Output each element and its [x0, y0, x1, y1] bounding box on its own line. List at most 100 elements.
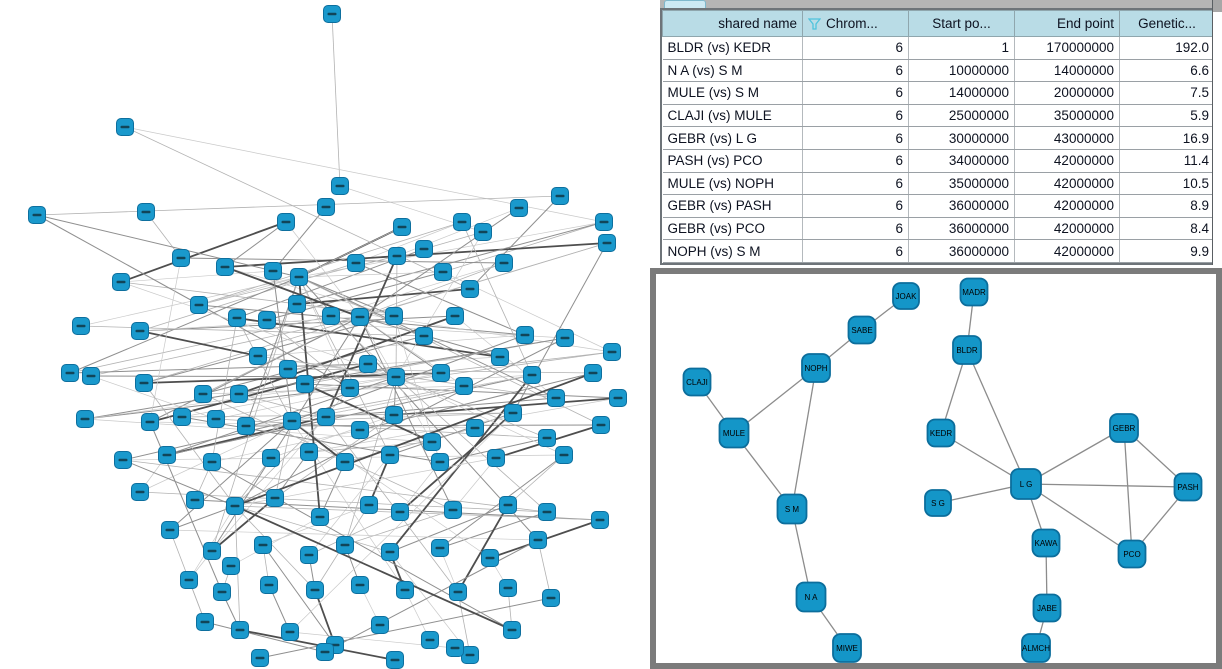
graph-edge: [324, 539, 539, 653]
node-label-smudge: [392, 254, 402, 258]
graph-node-joak[interactable]: [892, 282, 920, 310]
table-row[interactable]: PASH (vs) PCO 6 34000000 42000000 11.4: [662, 149, 1215, 173]
table-tab[interactable]: [664, 0, 706, 8]
column-header-start-po-[interactable]: Start po...: [908, 10, 1015, 37]
graph-node-almch[interactable]: [1021, 633, 1051, 663]
node-label-smudge: [118, 458, 128, 462]
graph-node-s-m[interactable]: [776, 493, 808, 525]
node-label-smudge: [32, 213, 42, 217]
node-label-smudge: [315, 515, 325, 519]
detail-network-panel: JOAK SABE NOPH CLAJI MULE S M N A MIWE MADR BLDR K…: [650, 268, 1222, 669]
graph-edge: [457, 591, 471, 656]
node-label-smudge: [397, 225, 407, 229]
node-label: N A: [805, 593, 819, 602]
column-header-end-point[interactable]: End point: [1014, 10, 1120, 37]
graph-edge: [234, 416, 327, 507]
table-cell: 42000000: [1014, 239, 1120, 263]
graph-node-s-g[interactable]: [924, 489, 952, 517]
table-scrollbar-strip[interactable]: [1212, 0, 1222, 265]
node-label-smudge: [241, 424, 251, 428]
column-header-shared-name[interactable]: shared name: [662, 10, 803, 37]
graph-node-kawa[interactable]: [1031, 528, 1061, 558]
table-row[interactable]: N A (vs) S M 6 10000000 14000000 6.6: [662, 59, 1215, 83]
graph-node-bldr[interactable]: [952, 335, 982, 365]
graph-edge: [215, 418, 548, 439]
graph-edge: [236, 317, 293, 422]
table-cell: 11.4: [1119, 149, 1215, 173]
graph-node-n-a[interactable]: [795, 581, 827, 613]
graph-edge: [90, 375, 217, 420]
graph-edge: [966, 349, 1027, 485]
node-label: KAWA: [1035, 539, 1059, 548]
table-cell: 14000000: [1014, 59, 1120, 83]
node-label-smudge: [340, 543, 350, 547]
node-label: KEDR: [930, 429, 952, 438]
node-label-smudge: [503, 586, 513, 590]
column-header-chrom-[interactable]: Chrom...: [802, 10, 909, 37]
graph-node-claji[interactable]: [682, 367, 712, 397]
node-label-smudge: [427, 440, 437, 444]
graph-node-noph[interactable]: [801, 353, 831, 383]
graph-node-pco[interactable]: [1117, 539, 1147, 569]
table-row[interactable]: MULE (vs) S M 6 14000000 20000000 7.5: [662, 81, 1215, 105]
node-label-smudge: [162, 453, 172, 457]
table-row[interactable]: BLDR (vs) KEDR 6 1 170000000 192.0: [662, 36, 1215, 60]
table-row[interactable]: CLAJI (vs) MULE 6 25000000 35000000 5.9: [662, 104, 1215, 128]
detail-network-canvas[interactable]: JOAK SABE NOPH CLAJI MULE S M N A MIWE MADR BLDR K…: [656, 274, 1216, 663]
graph-edge: [90, 316, 361, 377]
graph-edge: [296, 288, 471, 305]
graph-node-jabe[interactable]: [1032, 593, 1062, 623]
table-cell: MULE (vs) S M: [662, 81, 803, 105]
node-label-smudge: [300, 382, 310, 386]
table-cell: 42000000: [1014, 194, 1120, 218]
table-cell: PASH (vs) PCO: [662, 149, 803, 173]
node-label-smudge: [542, 510, 552, 514]
node-label-smudge: [135, 490, 145, 494]
table-cell: 36000000: [908, 194, 1015, 218]
node-label-smudge: [287, 419, 297, 423]
table-cell: GEBR (vs) PASH: [662, 194, 803, 218]
node-label-smudge: [294, 275, 304, 279]
table-row[interactable]: MULE (vs) NOPH 6 35000000 42000000 10.5: [662, 172, 1215, 196]
table-cell: 14000000: [908, 81, 1015, 105]
table-cell: 6: [802, 239, 909, 263]
filter-funnel-icon[interactable]: [808, 17, 821, 30]
table-row[interactable]: GEBR (vs) PASH 6 36000000 42000000 8.9: [662, 194, 1215, 218]
table-row[interactable]: NOPH (vs) S M 6 36000000 42000000 9.9: [662, 239, 1215, 263]
node-label-smudge: [340, 460, 350, 464]
table-cell: 1: [908, 36, 1015, 60]
node-label-smudge: [491, 456, 501, 460]
table-cell: 6: [802, 126, 909, 150]
table-row[interactable]: GEBR (vs) L G 6 30000000 43000000 16.9: [662, 126, 1215, 150]
node-label-smudge: [419, 247, 429, 251]
table-cell: 9.9: [1119, 239, 1215, 263]
graph-edge: [211, 461, 513, 631]
graph-node-madr[interactable]: [959, 277, 989, 307]
node-label-smudge: [613, 396, 623, 400]
node-label-smudge: [363, 362, 373, 366]
graph-edge: [139, 262, 357, 332]
graph-node-miwe[interactable]: [832, 633, 862, 663]
table-cell: 6: [802, 149, 909, 173]
column-header-genetic-[interactable]: Genetic...: [1119, 10, 1215, 37]
node-label-smudge: [321, 415, 331, 419]
graph-edge: [169, 529, 539, 541]
graph-node-kedr[interactable]: [926, 418, 956, 448]
graph-edge: [120, 270, 274, 283]
graph-node-l-g[interactable]: [1010, 468, 1042, 500]
graph-node-sabe[interactable]: [847, 315, 877, 345]
node-label-smudge: [520, 333, 530, 337]
graph-edge: [230, 516, 321, 567]
graph-edge: [344, 509, 454, 546]
node-label-smudge: [258, 543, 268, 547]
table-cell: 25000000: [908, 104, 1015, 128]
scrollbar-cap: [1213, 0, 1222, 12]
table-row[interactable]: GEBR (vs) PCO 6 36000000 42000000 8.4: [662, 217, 1215, 241]
graph-node-pash[interactable]: [1173, 472, 1203, 502]
node-label-smudge: [507, 628, 517, 632]
graph-node-gebr[interactable]: [1109, 413, 1139, 443]
graph-edge: [423, 231, 484, 250]
table-cell: MULE (vs) NOPH: [662, 172, 803, 196]
main-network-canvas[interactable]: [0, 0, 648, 669]
graph-node-mule[interactable]: [718, 417, 750, 449]
